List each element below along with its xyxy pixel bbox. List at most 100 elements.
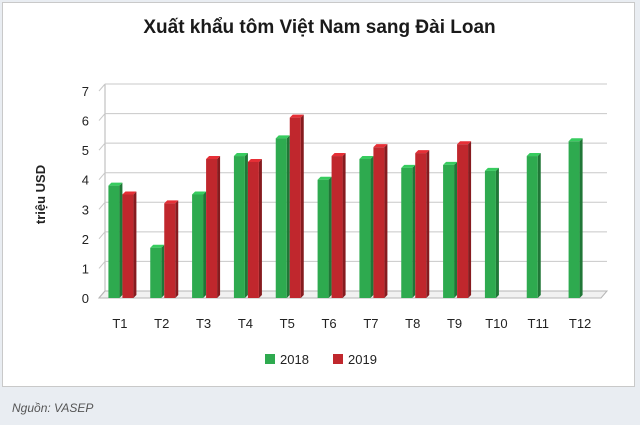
bar-2018-T1	[108, 185, 120, 298]
x-tick-label: T9	[447, 316, 462, 331]
bar-2018-T6	[317, 179, 329, 298]
bar-2018-T5	[275, 138, 287, 298]
bar-top-2019-T6	[331, 153, 346, 157]
bar-side-2018-T6	[328, 176, 332, 298]
y-tick-label: 3	[82, 202, 89, 217]
chart-title: Xuất khẩu tôm Việt Nam sang Đài Loan	[143, 17, 496, 38]
bar-2018-T3	[192, 194, 204, 298]
bar-side-2019-T6	[342, 153, 346, 298]
bar-side-2018-T8	[412, 164, 416, 298]
bar-top-2018-T1	[108, 182, 123, 186]
legend-swatch-2018	[265, 354, 275, 364]
bar-2019-T2	[164, 203, 176, 298]
bar-side-2018-T11	[537, 153, 541, 298]
bar-side-2018-T5	[286, 135, 290, 298]
x-tick-label: T3	[196, 316, 211, 331]
bar-2019-T6	[331, 156, 343, 298]
bar-side-2019-T2	[175, 200, 179, 298]
bar-2019-T9	[457, 144, 469, 298]
y-tick-label: 6	[82, 114, 89, 129]
x-tick-label: T7	[363, 316, 378, 331]
legend-label-2018: 2018	[280, 352, 309, 367]
gridline-depth	[98, 201, 106, 210]
bar-top-2018-T4	[233, 153, 248, 157]
bar-side-2019-T3	[217, 156, 221, 298]
bar-top-2018-T6	[317, 176, 332, 180]
y-tick-label: 2	[82, 232, 89, 247]
bar-2018-T11	[526, 156, 538, 298]
x-tick-label: T4	[238, 316, 253, 331]
bar-top-2019-T2	[164, 200, 179, 204]
x-tick-label: T8	[405, 316, 420, 331]
y-tick-label: 5	[82, 143, 89, 158]
legend-label-2019: 2019	[348, 352, 377, 367]
y-tick-label: 1	[82, 261, 89, 276]
bar-side-2018-T4	[244, 153, 248, 298]
bar-2018-T10	[484, 170, 496, 298]
bar-2018-T8	[401, 167, 413, 298]
bar-chart: 0 1 2 3 4 5 6 7 triệu USD T1 T2 T3 T4 T5 T6 T7 T8 T9 T10 T1…	[33, 83, 609, 367]
bar-2018-T7	[359, 159, 371, 298]
y-tick-label: 0	[82, 291, 89, 306]
bar-top-2018-T9	[443, 161, 458, 165]
bar-side-2018-T1	[119, 182, 123, 298]
bar-top-2019-T9	[457, 141, 472, 145]
bar-side-2019-T1	[133, 191, 137, 298]
bar-2019-T4	[247, 161, 259, 298]
bar-top-2018-T7	[359, 156, 374, 160]
bar-top-2018-T12	[568, 138, 583, 142]
bar-side-2018-T7	[370, 156, 374, 298]
bar-side-2018-T2	[161, 244, 165, 298]
bar-top-2019-T1	[122, 191, 137, 195]
y-tick-label: 4	[82, 173, 89, 188]
gridline-depth	[98, 142, 106, 151]
gridline-depth	[98, 172, 106, 181]
bar-side-2018-T9	[454, 161, 458, 298]
bar-top-2018-T11	[526, 153, 541, 157]
source-note: Nguồn: VASEP	[12, 401, 94, 415]
bar-side-2019-T9	[468, 141, 472, 298]
bar-side-2019-T8	[426, 150, 430, 298]
bar-2019-T1	[122, 194, 134, 298]
bar-side-2018-T3	[203, 191, 207, 298]
bar-top-2018-T3	[192, 191, 207, 195]
y-axis-label: triệu USD	[33, 165, 48, 224]
x-tick-label: T6	[321, 316, 336, 331]
bar-side-2019-T7	[384, 144, 388, 298]
bar-2019-T7	[373, 147, 385, 298]
bar-2019-T8	[415, 153, 427, 298]
bar-top-2019-T3	[206, 156, 221, 160]
x-tick-label: T1	[112, 316, 127, 331]
bar-top-2018-T10	[484, 167, 499, 171]
bar-2019-T3	[206, 159, 218, 298]
gridline-depth	[98, 113, 106, 121]
x-tick-label: T10	[485, 316, 507, 331]
bar-top-2019-T5	[289, 114, 304, 118]
bar-2019-T5	[289, 117, 301, 298]
bar-top-2019-T4	[247, 158, 262, 162]
bar-2018-T2	[150, 247, 162, 298]
bar-2018-T9	[443, 164, 455, 298]
bar-side-2019-T4	[258, 158, 262, 298]
chart-frame: Xuất khẩu tôm Việt Nam sang Đài Loan 0 1 2…	[2, 2, 635, 387]
gridline-depth	[98, 83, 106, 92]
bar-top-2018-T5	[275, 135, 290, 139]
x-tick-label: T2	[154, 316, 169, 331]
bar-top-2018-T2	[150, 244, 165, 248]
bar-top-2018-T8	[401, 164, 416, 168]
x-tick-label: T5	[280, 316, 295, 331]
chart-floor	[97, 290, 609, 299]
x-tick-label: T12	[569, 316, 591, 331]
bar-top-2019-T7	[373, 144, 388, 148]
back-wall-left-edge	[98, 84, 106, 299]
bar-side-2018-T12	[579, 138, 583, 298]
bar-2018-T4	[233, 156, 245, 298]
bar-top-2019-T8	[415, 150, 430, 154]
x-tick-label: T11	[528, 316, 549, 331]
legend-swatch-2019	[333, 354, 343, 364]
gridline-depth	[98, 261, 106, 269]
bar-side-2019-T5	[300, 114, 304, 298]
bar-side-2018-T10	[495, 167, 499, 298]
y-tick-label: 7	[82, 84, 89, 99]
gridline-depth	[98, 231, 106, 240]
